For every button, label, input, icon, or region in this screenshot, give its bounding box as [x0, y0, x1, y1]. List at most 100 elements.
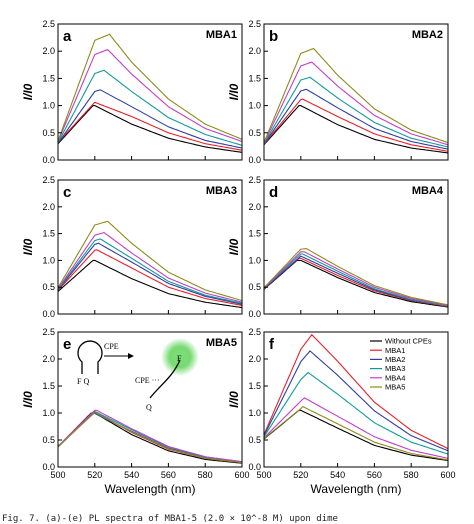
- q-label: Q: [146, 403, 152, 412]
- panel-letter: d: [269, 184, 278, 201]
- spectrum-line-c-mba4: [57, 231, 243, 303]
- y-tick-label: 0.5: [248, 128, 261, 138]
- arrow-cpe-label: CPE: [104, 342, 119, 351]
- spectrum-line-e-mba4: [57, 409, 243, 463]
- spectrum-line-b-mba2: [263, 88, 449, 150]
- panel-frame-b: [263, 23, 449, 161]
- spectrum-line-c-without-cpes: [57, 259, 243, 309]
- spectrum-line-a-without-cpes: [57, 105, 243, 153]
- spectrum-line-f-mba5: [263, 405, 449, 461]
- spectrum-line-d-mba5: [263, 248, 449, 306]
- y-tick-label: 1.0: [248, 408, 261, 418]
- spectrum-line-d-mba4: [263, 251, 449, 306]
- y-axis-title: I/I0: [227, 238, 241, 255]
- panel-letter: f: [269, 336, 275, 353]
- spectrum-line-c-mba2: [57, 242, 243, 305]
- legend-label: MBA1: [385, 346, 405, 355]
- y-tick-label: 0.0: [42, 462, 55, 472]
- stem-label: F Q: [77, 377, 89, 386]
- spectrum-line-a-mba1: [57, 101, 243, 151]
- y-tick-label: 1.0: [42, 255, 55, 265]
- panel-title: MBA1: [206, 29, 237, 41]
- legend-label: MBA4: [385, 373, 405, 382]
- panel-frame-e: [57, 331, 243, 468]
- spectrum-line-f-mba3: [263, 371, 449, 455]
- legend-label: Without CPEs: [385, 337, 432, 346]
- y-tick-label: 0.5: [42, 435, 55, 445]
- spectrum-line-f-mba4: [263, 397, 449, 459]
- spectrum-line-a-mba2: [57, 89, 243, 149]
- y-tick-label: 2.0: [42, 354, 55, 364]
- legend-label: MBA3: [385, 364, 405, 373]
- y-tick-label: 2.5: [42, 175, 55, 185]
- y-axis-title: I/I0: [21, 83, 35, 100]
- x-tick-label: 600: [234, 470, 249, 480]
- x-axis-title: Wavelength (nm): [311, 482, 402, 496]
- y-tick-label: 2.0: [42, 202, 55, 212]
- panel-frame-a: [57, 23, 243, 161]
- panel-letter: e: [63, 336, 71, 353]
- x-tick-label: 560: [161, 470, 176, 480]
- y-tick-label: 1.0: [248, 255, 261, 265]
- f-label: F: [177, 354, 182, 363]
- opened-probe-icon: [149, 359, 181, 399]
- y-axis-title: I/I0: [21, 391, 35, 408]
- y-tick-label: 2.0: [248, 202, 261, 212]
- inset-schematic: F Q CPE CPE ··· Q F: [77, 338, 199, 412]
- legend-label: MBA2: [385, 355, 405, 364]
- panel-frame-c: [57, 179, 243, 315]
- panel-title: MBA5: [206, 337, 237, 349]
- legend-label: MBA5: [385, 383, 405, 392]
- y-tick-label: 2.5: [42, 19, 55, 29]
- spectrum-line-b-mba4: [263, 61, 449, 146]
- spectrum-line-c-mba3: [57, 238, 243, 304]
- spectrum-line-a-mba3: [57, 69, 243, 146]
- panel-title: MBA2: [412, 29, 443, 41]
- arrowhead-icon: [128, 353, 134, 359]
- x-tick-label: 600: [440, 470, 455, 480]
- x-tick-label: 520: [293, 470, 308, 480]
- y-axis-title: I/I0: [227, 391, 241, 408]
- frames-layer: [57, 23, 449, 468]
- y-tick-label: 1.0: [248, 101, 261, 111]
- panel-title: MBA3: [206, 185, 237, 197]
- y-tick-label: 0.5: [248, 282, 261, 292]
- y-tick-label: 2.0: [42, 46, 55, 56]
- spectrum-line-e-mba5: [57, 411, 243, 464]
- spectrum-line-c-mba5: [57, 220, 243, 302]
- y-tick-label: 0.0: [248, 462, 261, 472]
- x-tick-label: 560: [367, 470, 382, 480]
- spectrum-line-b-mba1: [263, 98, 449, 152]
- hairpin-loop-icon: [77, 340, 103, 374]
- y-tick-label: 0.5: [42, 128, 55, 138]
- y-tick-label: 0.0: [42, 309, 55, 319]
- y-tick-label: 1.0: [42, 101, 55, 111]
- y-tick-label: 2.5: [248, 19, 261, 29]
- y-tick-label: 0.0: [248, 309, 261, 319]
- x-tick-label: 580: [198, 470, 213, 480]
- y-tick-label: 2.5: [248, 327, 261, 337]
- panel-letter: b: [269, 28, 278, 45]
- x-tick-label: 540: [330, 470, 345, 480]
- y-tick-label: 1.5: [42, 229, 55, 239]
- y-tick-label: 0.0: [42, 155, 55, 165]
- cpe-label: CPE ···: [135, 376, 160, 385]
- y-tick-label: 0.5: [42, 282, 55, 292]
- panel-title: MBA4: [412, 185, 444, 197]
- y-tick-label: 0.0: [248, 155, 261, 165]
- x-tick-label: 540: [124, 470, 139, 480]
- y-tick-label: 1.5: [248, 73, 261, 83]
- y-axis-title: I/I0: [227, 83, 241, 100]
- x-tick-label: 520: [87, 470, 102, 480]
- y-tick-label: 2.5: [248, 175, 261, 185]
- y-tick-label: 2.0: [248, 46, 261, 56]
- y-tick-label: 1.5: [42, 73, 55, 83]
- y-tick-label: 1.0: [42, 408, 55, 418]
- spectrum-line-b-without-cpes: [263, 105, 449, 154]
- figure-caption: Fig. 7. (a)-(e) PL spectra of MBA1-5 (2.…: [2, 514, 338, 524]
- x-tick-label: 500: [50, 470, 65, 480]
- y-tick-label: 0.5: [248, 435, 261, 445]
- spectrum-line-a-mba5: [57, 33, 243, 142]
- spectrum-line-b-mba5: [263, 47, 449, 144]
